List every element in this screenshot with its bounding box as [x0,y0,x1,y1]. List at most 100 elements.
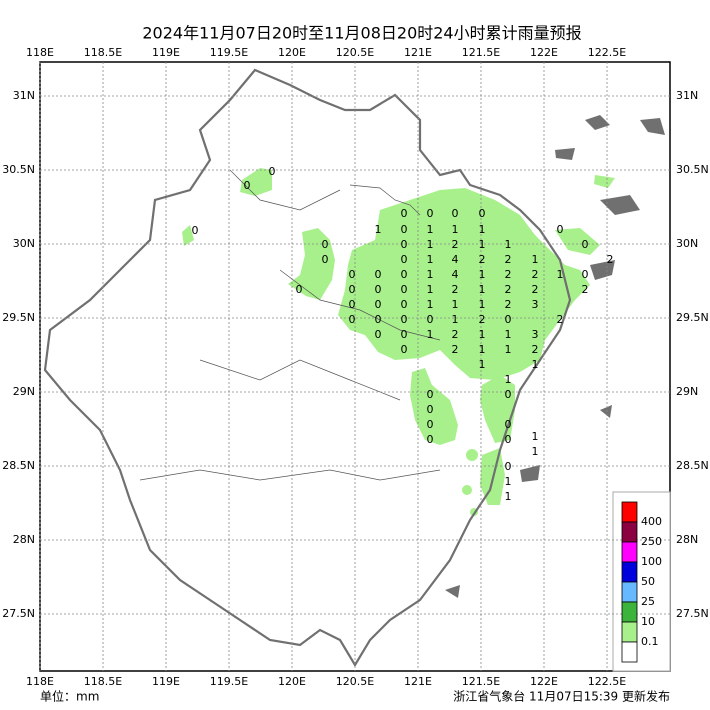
station-value: 1 [557,268,564,281]
station-value: 1 [505,343,512,356]
x-tick-label: 119.5E [210,675,248,688]
legend-swatch [621,521,638,543]
station-value: 1 [427,223,434,236]
station-value: 1 [427,268,434,281]
station-value: 1 [479,283,486,296]
legend-label: 100 [641,555,662,568]
y-tick-label: 29.5N [2,311,35,324]
station-value: 0 [401,328,408,341]
x-tick-label: 121E [404,675,432,688]
station-value: 0 [582,238,589,251]
station-value: 0 [375,313,382,326]
legend-label: 250 [641,535,662,548]
y-tick-label: 28.5N [2,459,35,472]
x-tick-label: 121.5E [462,46,500,59]
station-value: 3 [532,328,539,341]
legend-swatch [621,621,638,643]
station-value: 1 [505,328,512,341]
station-value: 2 [532,283,539,296]
station-value: 2 [505,253,512,266]
y-tick-label: 27.5N [676,607,709,620]
station-value: 1 [479,343,486,356]
station-value: 0 [401,343,408,356]
y-tick-label: 30N [676,237,698,250]
station-value: 0 [557,223,564,236]
station-value: 0 [192,224,199,237]
station-value: 1 [505,238,512,251]
islands [445,115,665,598]
x-tick-label: 121E [404,46,432,59]
station-value: 1 [479,328,486,341]
station-value: 0 [452,207,459,220]
station-value: 1 [532,445,539,458]
station-value: 1 [427,328,434,341]
station-value: 0 [269,165,276,178]
station-value: 1 [479,223,486,236]
station-value: 1 [532,430,539,443]
station-value: 0 [505,313,512,326]
station-value: 1 [532,253,539,266]
legend-label: 10 [641,615,655,628]
station-value: 0 [505,388,512,401]
x-tick-label: 119E [152,46,180,59]
x-tick-label: 120E [278,46,306,59]
map-title: 2024年11月07日20时至11月08日20时24小时累计雨量预报 [142,24,581,43]
station-value: 0 [582,268,589,281]
station-value: 1 [505,373,512,386]
station-value: 0 [375,298,382,311]
station-value: 0 [505,418,512,431]
station-value: 0 [427,313,434,326]
unit-label: 单位：mm [40,689,99,704]
station-value: 0 [375,283,382,296]
y-tick-label: 31N [13,89,35,102]
station-value: 0 [322,253,329,266]
x-tick-label: 122E [530,46,558,59]
station-value: 0 [401,223,408,236]
station-value: 1 [427,238,434,251]
station-value: 1 [479,298,486,311]
x-tick-label: 118E [26,675,54,688]
station-value: 0 [375,268,382,281]
station-value: 2 [532,268,539,281]
station-value: 2 [452,328,459,341]
station-value: 4 [452,253,459,266]
x-tick-label: 120.5E [336,46,374,59]
issuer-label: 浙江省气象台 11月07日15:39 更新发布 [453,689,670,704]
x-tick-label: 120.5E [336,675,374,688]
station-value: 1 [427,298,434,311]
x-tick-label: 120E [278,675,306,688]
station-value: 1 [427,253,434,266]
legend-label: 50 [641,575,655,588]
y-tick-label: 28.5N [676,459,709,472]
y-tick-label: 29N [13,385,35,398]
province-outline [43,68,572,668]
x-tick-label: 122E [530,675,558,688]
station-value: 3 [532,298,539,311]
station-value: 1 [452,223,459,236]
station-value: 1 [452,313,459,326]
legend-swatch [621,501,638,523]
station-value: 2 [479,253,486,266]
station-value: 0 [401,298,408,311]
station-value: 1 [532,358,539,371]
station-value: 0 [427,388,434,401]
x-tick-label: 121.5E [462,675,500,688]
station-value: 2 [452,283,459,296]
station-value: 2 [532,343,539,356]
x-tick-label: 122.5E [588,46,626,59]
station-value: 0 [427,403,434,416]
station-value: 0 [349,283,356,296]
county-lines [139,169,441,481]
x-tick-label: 122.5E [588,675,626,688]
station-value: 0 [349,313,356,326]
station-value: 0 [505,460,512,473]
station-value: 4 [452,268,459,281]
y-tick-label: 30N [13,237,35,250]
legend-swatch [621,601,638,623]
station-value: 0 [401,313,408,326]
station-value: 0 [322,238,329,251]
y-tick-label: 31N [676,89,698,102]
station-value: 0 [349,298,356,311]
station-value: 1 [505,490,512,503]
